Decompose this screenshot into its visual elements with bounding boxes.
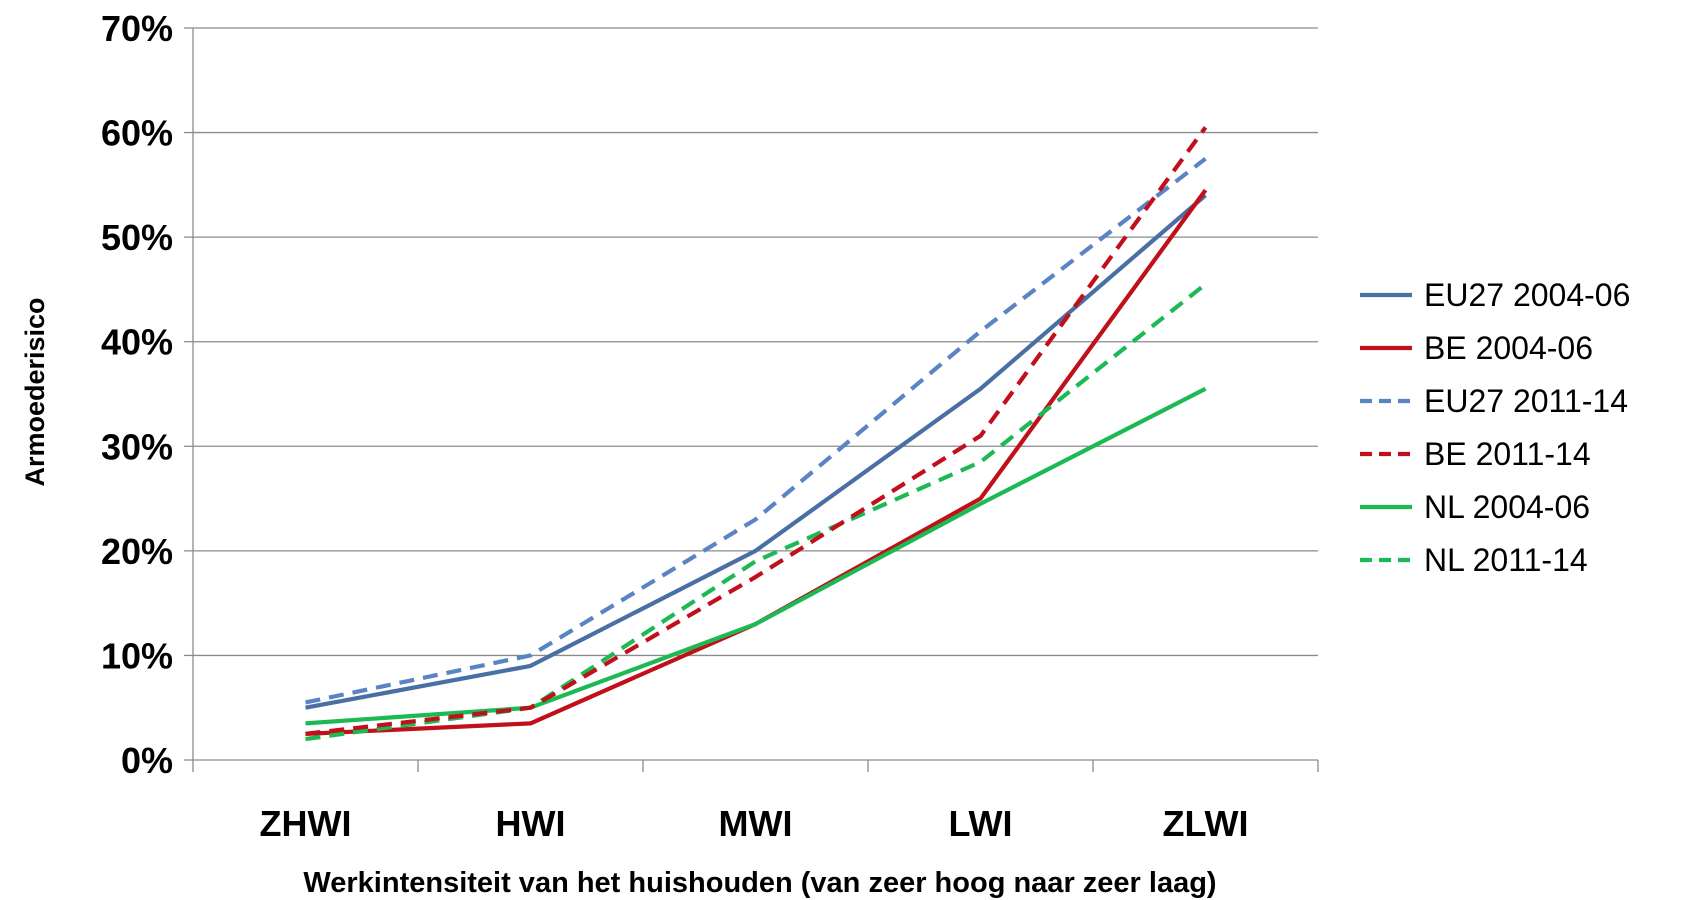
legend: EU27 2004-06 BE 2004-06 EU27 2011-14 BE 201… bbox=[1360, 277, 1630, 578]
y-tick-label: 20% bbox=[101, 531, 173, 572]
x-tick-label: ZHWI bbox=[260, 803, 352, 844]
y-tick-label: 10% bbox=[101, 635, 173, 676]
legend-label: BE 2004-06 bbox=[1424, 330, 1593, 366]
legend-label: NL 2011-14 bbox=[1424, 542, 1588, 578]
series-line bbox=[305, 157, 1207, 705]
y-axis-ticks: 0% 10% 20% 30% 40% 50% 60% 70% bbox=[101, 8, 193, 781]
series-line bbox=[305, 386, 1207, 726]
series-line bbox=[305, 282, 1207, 742]
axes bbox=[192, 28, 1318, 761]
y-tick-label: 0% bbox=[121, 740, 173, 781]
x-tick-label: LWI bbox=[949, 803, 1013, 844]
y-tick-label: 40% bbox=[101, 322, 173, 363]
legend-label: BE 2011-14 bbox=[1424, 436, 1591, 472]
y-tick-label: 70% bbox=[101, 8, 173, 49]
y-tick-label: 30% bbox=[101, 426, 173, 467]
x-axis-title: Werkintensiteit van het huishouden (van … bbox=[303, 867, 1216, 899]
y-tick-label: 60% bbox=[101, 113, 173, 154]
series-lines bbox=[305, 126, 1208, 742]
series-line bbox=[305, 193, 1207, 710]
x-axis-ticks: ZHWI HWI MWI LWI ZLWI bbox=[192, 760, 1319, 844]
gridlines bbox=[193, 27, 1318, 657]
series-line bbox=[305, 126, 1208, 736]
legend-label: NL 2004-06 bbox=[1424, 489, 1590, 525]
legend-label: EU27 2004-06 bbox=[1424, 277, 1630, 313]
x-tick-label: HWI bbox=[496, 803, 566, 844]
x-tick-label: MWI bbox=[719, 803, 793, 844]
series-line bbox=[305, 188, 1208, 736]
x-tick-label: ZLWI bbox=[1163, 803, 1249, 844]
y-axis-title: Armoederisico bbox=[20, 297, 50, 486]
y-tick-label: 50% bbox=[101, 217, 173, 258]
legend-label: EU27 2011-14 bbox=[1424, 383, 1628, 419]
